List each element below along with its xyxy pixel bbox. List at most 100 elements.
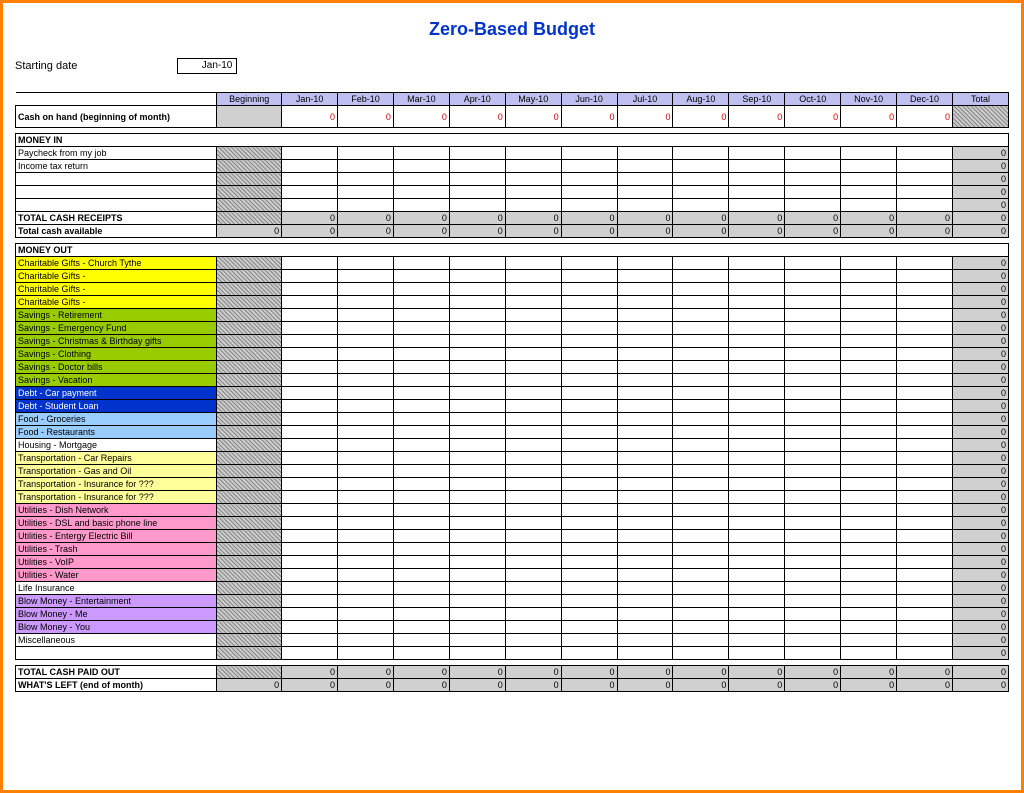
cell[interactable]: [217, 530, 282, 543]
cell[interactable]: [282, 160, 338, 173]
cell[interactable]: [505, 582, 561, 595]
cell[interactable]: [897, 387, 953, 400]
cell[interactable]: [338, 582, 394, 595]
cell[interactable]: 0: [449, 106, 505, 128]
cell[interactable]: [897, 595, 953, 608]
cell[interactable]: [449, 621, 505, 634]
cell[interactable]: 0: [953, 426, 1009, 439]
cell[interactable]: [897, 335, 953, 348]
cell[interactable]: [841, 296, 897, 309]
cell[interactable]: [841, 160, 897, 173]
cell[interactable]: [217, 478, 282, 491]
cell[interactable]: Transportation - Insurance for ???: [16, 478, 217, 491]
cell[interactable]: [785, 348, 841, 361]
cell[interactable]: [393, 595, 449, 608]
cell[interactable]: [561, 322, 617, 335]
cell[interactable]: [505, 556, 561, 569]
cell[interactable]: [673, 199, 729, 212]
cell[interactable]: Utilities - Water: [16, 569, 217, 582]
cell[interactable]: [785, 608, 841, 621]
cell[interactable]: [217, 595, 282, 608]
starting-date-input[interactable]: Jan-10: [177, 58, 237, 74]
cell[interactable]: [785, 543, 841, 556]
cell[interactable]: 0: [673, 666, 729, 679]
cell[interactable]: [617, 556, 673, 569]
cell[interactable]: 0: [449, 225, 505, 238]
cell[interactable]: [617, 569, 673, 582]
cell[interactable]: MONEY IN: [16, 134, 1009, 147]
cell[interactable]: [897, 160, 953, 173]
cell[interactable]: [217, 173, 282, 186]
cell[interactable]: [841, 322, 897, 335]
cell[interactable]: [897, 361, 953, 374]
cell[interactable]: [897, 452, 953, 465]
cell[interactable]: [449, 296, 505, 309]
cell[interactable]: [393, 439, 449, 452]
cell[interactable]: [897, 257, 953, 270]
cell[interactable]: [393, 634, 449, 647]
cell[interactable]: [217, 465, 282, 478]
cell[interactable]: Savings - Christmas & Birthday gifts: [16, 335, 217, 348]
cell[interactable]: [897, 465, 953, 478]
cell[interactable]: 0: [841, 666, 897, 679]
cell[interactable]: [729, 504, 785, 517]
cell[interactable]: [505, 478, 561, 491]
cell[interactable]: [217, 186, 282, 199]
cell[interactable]: [282, 186, 338, 199]
cell[interactable]: [841, 439, 897, 452]
cell[interactable]: [617, 374, 673, 387]
cell[interactable]: [897, 296, 953, 309]
cell[interactable]: Mar-10: [393, 93, 449, 106]
cell[interactable]: Charitable Gifts - Church Tythe: [16, 257, 217, 270]
cell[interactable]: Utilities - DSL and basic phone line: [16, 517, 217, 530]
cell[interactable]: [729, 491, 785, 504]
cell[interactable]: 0: [953, 413, 1009, 426]
cell[interactable]: [282, 439, 338, 452]
cell[interactable]: 0: [953, 400, 1009, 413]
cell[interactable]: 0: [338, 666, 394, 679]
cell[interactable]: [673, 621, 729, 634]
cell[interactable]: [561, 582, 617, 595]
cell[interactable]: [449, 387, 505, 400]
cell[interactable]: [393, 374, 449, 387]
cell[interactable]: [561, 608, 617, 621]
cell[interactable]: [897, 478, 953, 491]
cell[interactable]: [617, 595, 673, 608]
cell[interactable]: [505, 199, 561, 212]
cell[interactable]: 0: [953, 439, 1009, 452]
cell[interactable]: [393, 452, 449, 465]
cell[interactable]: [217, 296, 282, 309]
cell[interactable]: [449, 439, 505, 452]
cell[interactable]: [505, 517, 561, 530]
cell[interactable]: [561, 634, 617, 647]
cell[interactable]: [393, 647, 449, 660]
cell[interactable]: 0: [953, 543, 1009, 556]
cell[interactable]: [617, 530, 673, 543]
cell[interactable]: [505, 452, 561, 465]
cell[interactable]: [841, 530, 897, 543]
cell[interactable]: Debt - Car payment: [16, 387, 217, 400]
cell[interactable]: Transportation - Car Repairs: [16, 452, 217, 465]
cell[interactable]: [729, 621, 785, 634]
cell[interactable]: [338, 504, 394, 517]
cell[interactable]: [505, 634, 561, 647]
cell[interactable]: [338, 569, 394, 582]
cell[interactable]: [561, 361, 617, 374]
cell[interactable]: [841, 348, 897, 361]
cell[interactable]: [449, 634, 505, 647]
cell[interactable]: 0: [561, 679, 617, 692]
cell[interactable]: [897, 569, 953, 582]
cell[interactable]: [282, 173, 338, 186]
cell[interactable]: [729, 569, 785, 582]
cell[interactable]: [338, 160, 394, 173]
cell[interactable]: [338, 413, 394, 426]
cell[interactable]: Total cash available: [16, 225, 217, 238]
cell[interactable]: 0: [953, 634, 1009, 647]
cell[interactable]: [729, 452, 785, 465]
cell[interactable]: 0: [282, 225, 338, 238]
cell[interactable]: [673, 543, 729, 556]
cell[interactable]: [338, 621, 394, 634]
cell[interactable]: [217, 387, 282, 400]
cell[interactable]: [561, 374, 617, 387]
cell[interactable]: [338, 296, 394, 309]
